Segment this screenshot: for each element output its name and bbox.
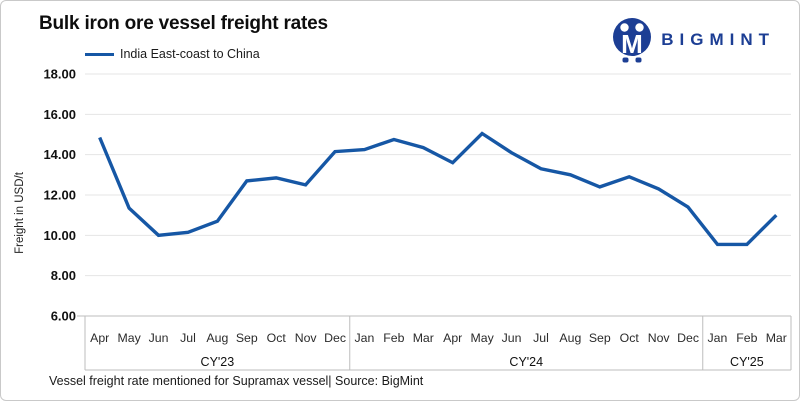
x-tick-label: May: [471, 331, 495, 345]
x-tick-label: Jan: [355, 331, 375, 345]
y-tick-label: 10.00: [43, 228, 76, 243]
y-tick-label: 14.00: [43, 147, 76, 162]
x-tick-label: Sep: [589, 331, 611, 345]
x-tick-label: Feb: [736, 331, 757, 345]
y-tick-label: 6.00: [51, 309, 76, 324]
y-tick-label: 8.00: [51, 268, 76, 283]
x-tick-label: May: [118, 331, 142, 345]
x-tick-label: Mar: [413, 331, 434, 345]
y-axis-title: Freight in USD/t: [14, 171, 26, 254]
x-tick-label: Sep: [236, 331, 258, 345]
bigmint-logo: M BIGMINT: [612, 16, 775, 63]
bigmint-logo-text: BIGMINT: [661, 29, 775, 49]
x-tick-label: Feb: [383, 331, 404, 345]
x-group-label: CY'23: [201, 355, 235, 369]
x-tick-label: Oct: [620, 331, 640, 345]
y-tick-label: 18.00: [43, 67, 76, 82]
x-tick-label: Dec: [677, 331, 699, 345]
x-tick-label: Nov: [295, 331, 318, 345]
legend-line-swatch: [85, 52, 114, 56]
x-tick-label: Jan: [708, 331, 728, 345]
x-tick-label: Oct: [267, 331, 287, 345]
x-tick-label: Jul: [180, 331, 196, 345]
x-group-label: CY'25: [730, 355, 764, 369]
chart-title: Bulk iron ore vessel freight rates: [39, 13, 328, 34]
x-tick-label: Aug: [559, 331, 581, 345]
x-tick-label: Jun: [149, 331, 169, 345]
y-tick-label: 16.00: [43, 107, 76, 122]
x-group-label: CY'24: [509, 355, 543, 369]
x-tick-label: Dec: [324, 331, 346, 345]
svg-text:M: M: [621, 29, 643, 59]
legend: India East-coast to China: [85, 47, 260, 61]
source-note: Vessel freight rate mentioned for Supram…: [49, 374, 424, 388]
freight-rate-line: [98, 131, 778, 247]
x-tick-label: Jul: [533, 331, 549, 345]
x-tick-label: Aug: [206, 331, 228, 345]
y-tick-label: 12.00: [43, 188, 76, 203]
legend-label: India East-coast to China: [120, 47, 260, 61]
x-tick-label: Nov: [648, 331, 671, 345]
x-tick-label: Apr: [90, 331, 109, 345]
x-tick-label: Jun: [502, 331, 522, 345]
x-tick-label: Mar: [766, 331, 787, 345]
x-tick-label: Apr: [443, 331, 462, 345]
bigmint-logo-icon: M: [613, 18, 652, 63]
